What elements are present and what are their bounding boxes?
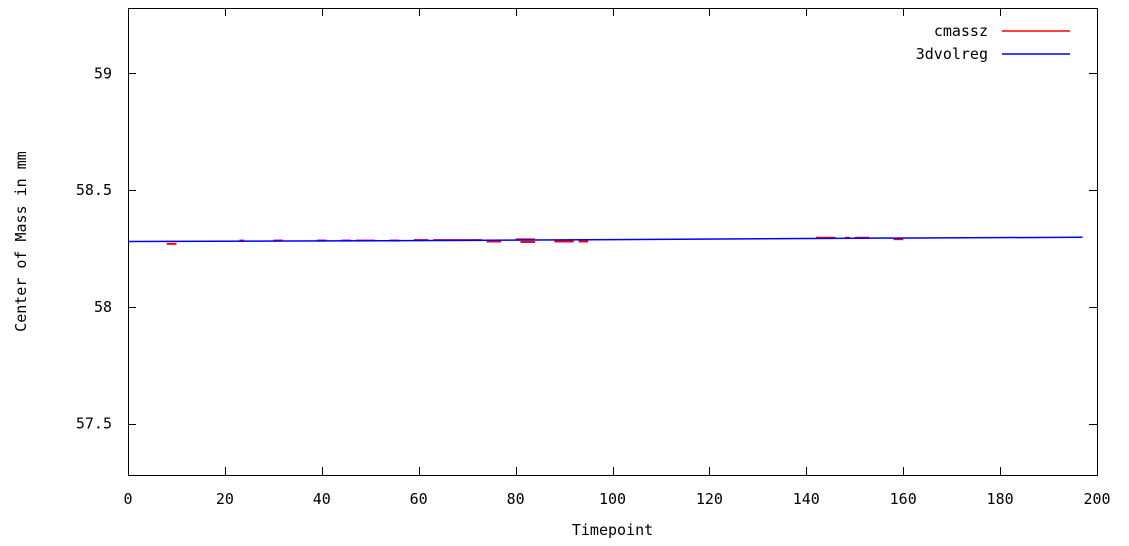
x-tick-label: 160	[890, 490, 917, 508]
y-tick-label: 58.5	[76, 181, 112, 199]
x-tick-label: 200	[1083, 490, 1110, 508]
x-tick-label: 100	[599, 490, 626, 508]
y-tick-label: 58	[94, 298, 112, 316]
x-tick-label: 140	[793, 490, 820, 508]
x-tick-label: 0	[123, 490, 132, 508]
legend-label-3dvolreg: 3dvolreg	[916, 45, 988, 63]
y-axis-title: Center of Mass in mm	[12, 151, 30, 332]
y-tick-label: 57.5	[76, 415, 112, 433]
plot-frame	[128, 8, 1098, 476]
x-tick-label: 80	[507, 490, 525, 508]
series-layer	[127, 236, 1083, 245]
legend-label-cmassz: cmassz	[934, 22, 988, 40]
series-3dvolreg-line	[127, 236, 1083, 243]
x-tick-label: 20	[216, 490, 234, 508]
legend: cmassz 3dvolreg	[916, 22, 1070, 63]
x-tick-label: 180	[987, 490, 1014, 508]
x-tick-label: 60	[410, 490, 428, 508]
x-tick-label: 40	[313, 490, 331, 508]
y-tick-label: 59	[94, 64, 112, 82]
x-tick-label: 120	[696, 490, 723, 508]
x-axis-title: Timepoint	[572, 521, 653, 539]
y-axis-ticks: 57.5 58 58.5 59	[76, 64, 1097, 433]
x-axis-ticks: 0 20 40 60 80 100 120 140 160 180 200	[123, 8, 1111, 508]
